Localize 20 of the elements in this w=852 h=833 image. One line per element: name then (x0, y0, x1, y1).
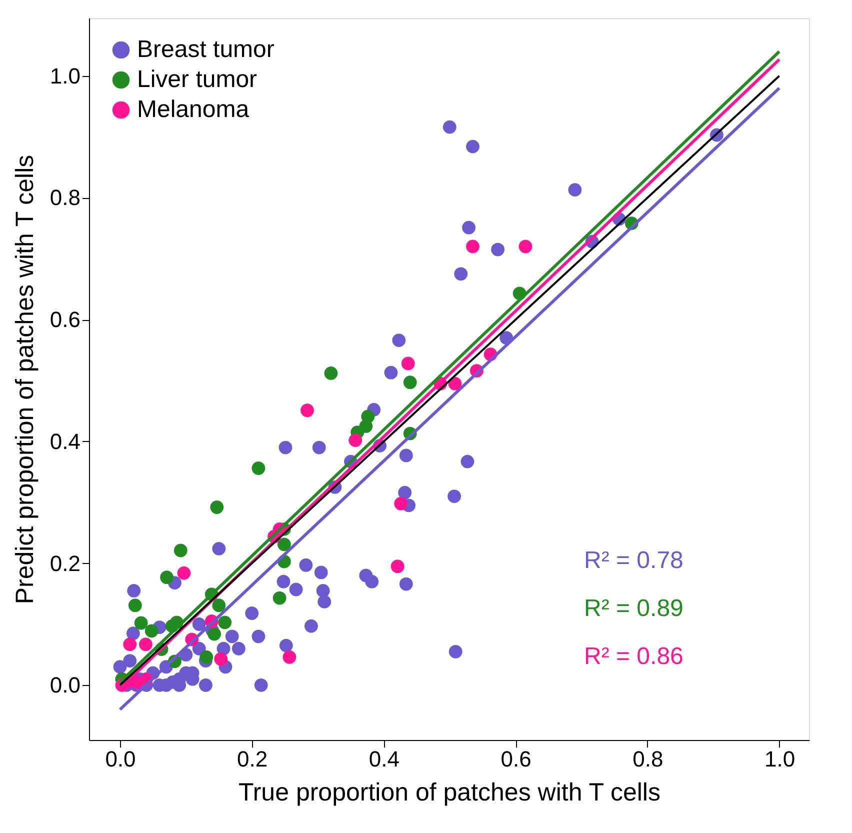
x-tick-label: 0.0 (105, 746, 136, 772)
legend-label: Liver tumor (137, 66, 258, 93)
y-tick-label: 0.0 (50, 672, 80, 698)
annotation: R² = 0.89 (584, 595, 684, 622)
x-tick-label: 0.8 (632, 746, 664, 772)
x-axis-title: True proportion of patches with T cells (238, 778, 660, 806)
annotation: R² = 0.86 (584, 643, 684, 670)
y-tick-label: 1.0 (50, 63, 80, 88)
y-tick-label: 0.6 (50, 307, 80, 332)
x-tick-label: 0.6 (500, 746, 532, 772)
legend-label: Breast tumor (137, 36, 274, 63)
y-tick-label: 0.4 (50, 428, 80, 454)
annotation: R² = 0.78 (584, 547, 684, 574)
x-tick-label: 0.2 (237, 746, 268, 772)
x-tick-label: 0.4 (368, 746, 400, 772)
y-tick-label: 0.8 (50, 185, 80, 210)
x-tick-label: 1.0 (764, 746, 796, 772)
y-axis-title: Predict proportion of patches with T cells (10, 154, 39, 604)
legend-label: Melanoma (137, 96, 250, 123)
y-tick-label: 0.2 (50, 550, 80, 576)
